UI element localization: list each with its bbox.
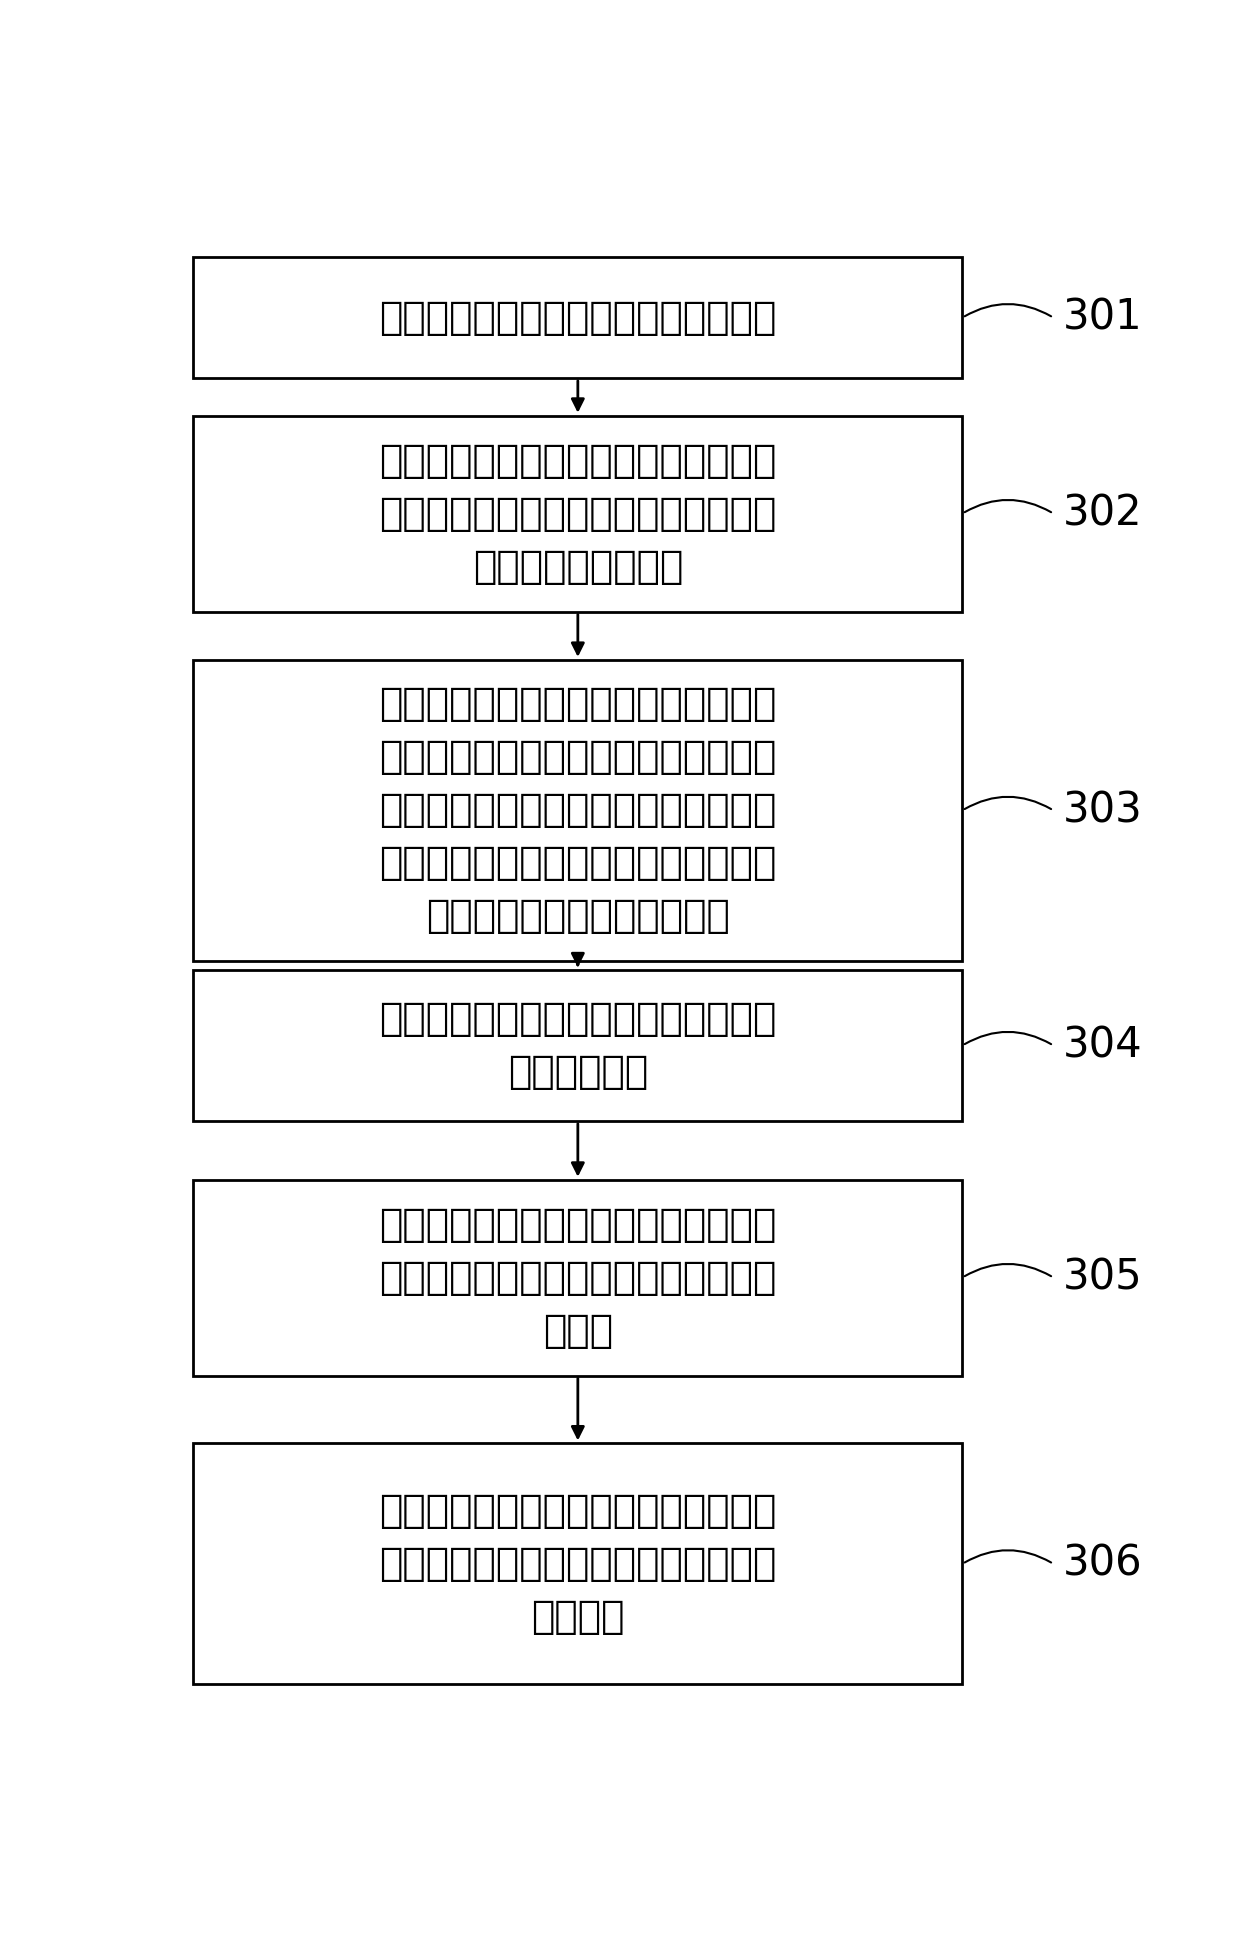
FancyArrowPatch shape [965, 1550, 1052, 1562]
Text: 306: 306 [1063, 1542, 1143, 1585]
Text: 305: 305 [1063, 1256, 1143, 1299]
Text: 若所述历史时刻的加速度的方向不满足
预设条件，确定所述用户的当前姿态为
坐立姿态: 若所述历史时刻的加速度的方向不满足 预设条件，确定所述用户的当前姿态为 坐立姿态 [379, 1491, 776, 1636]
Text: 303: 303 [1063, 789, 1143, 832]
Text: 当所述当前时刻的加速度的大小大于或
等于第一预设阈值时，确定所述用户的
当前姿态为运动姿态: 当所述当前时刻的加速度的大小大于或 等于第一预设阈值时，确定所述用户的 当前姿态… [379, 442, 776, 585]
Bar [193, 258, 962, 378]
Text: 304: 304 [1063, 1025, 1143, 1067]
Text: 判断所述历史时刻的加速度的方向是否
满足预设条件: 判断所述历史时刻的加速度的方向是否 满足预设条件 [379, 1000, 776, 1092]
FancyArrowPatch shape [965, 303, 1052, 317]
Text: 若所述历史时刻的加速度的方向满足预
设条件，确定所述用户的当前姿态为躺
位姿态: 若所述历史时刻的加速度的方向满足预 设条件，确定所述用户的当前姿态为躺 位姿态 [379, 1206, 776, 1350]
Bar [193, 1444, 962, 1685]
Bar [193, 660, 962, 961]
Bar [193, 1180, 962, 1376]
Bar [193, 971, 962, 1121]
FancyArrowPatch shape [965, 1264, 1052, 1276]
Text: 301: 301 [1063, 297, 1143, 339]
Text: 当所述当前时刻的加速度的大小小于所
述第一预设阈值时，获取动态血压测量
仪历史时刻的加速度，所述历史时刻为
距离所述当前时刻最近且加速度的大小
大于所述第一预设: 当所述当前时刻的加速度的大小小于所 述第一预设阈值时，获取动态血压测量 仪历史时… [379, 685, 776, 935]
Bar [193, 415, 962, 611]
Text: 302: 302 [1063, 493, 1142, 534]
FancyArrowPatch shape [965, 499, 1052, 513]
Text: 获取动态血压测量仪当前时刻的加速度: 获取动态血压测量仪当前时刻的加速度 [379, 299, 776, 337]
FancyArrowPatch shape [965, 796, 1052, 808]
FancyArrowPatch shape [965, 1031, 1052, 1045]
